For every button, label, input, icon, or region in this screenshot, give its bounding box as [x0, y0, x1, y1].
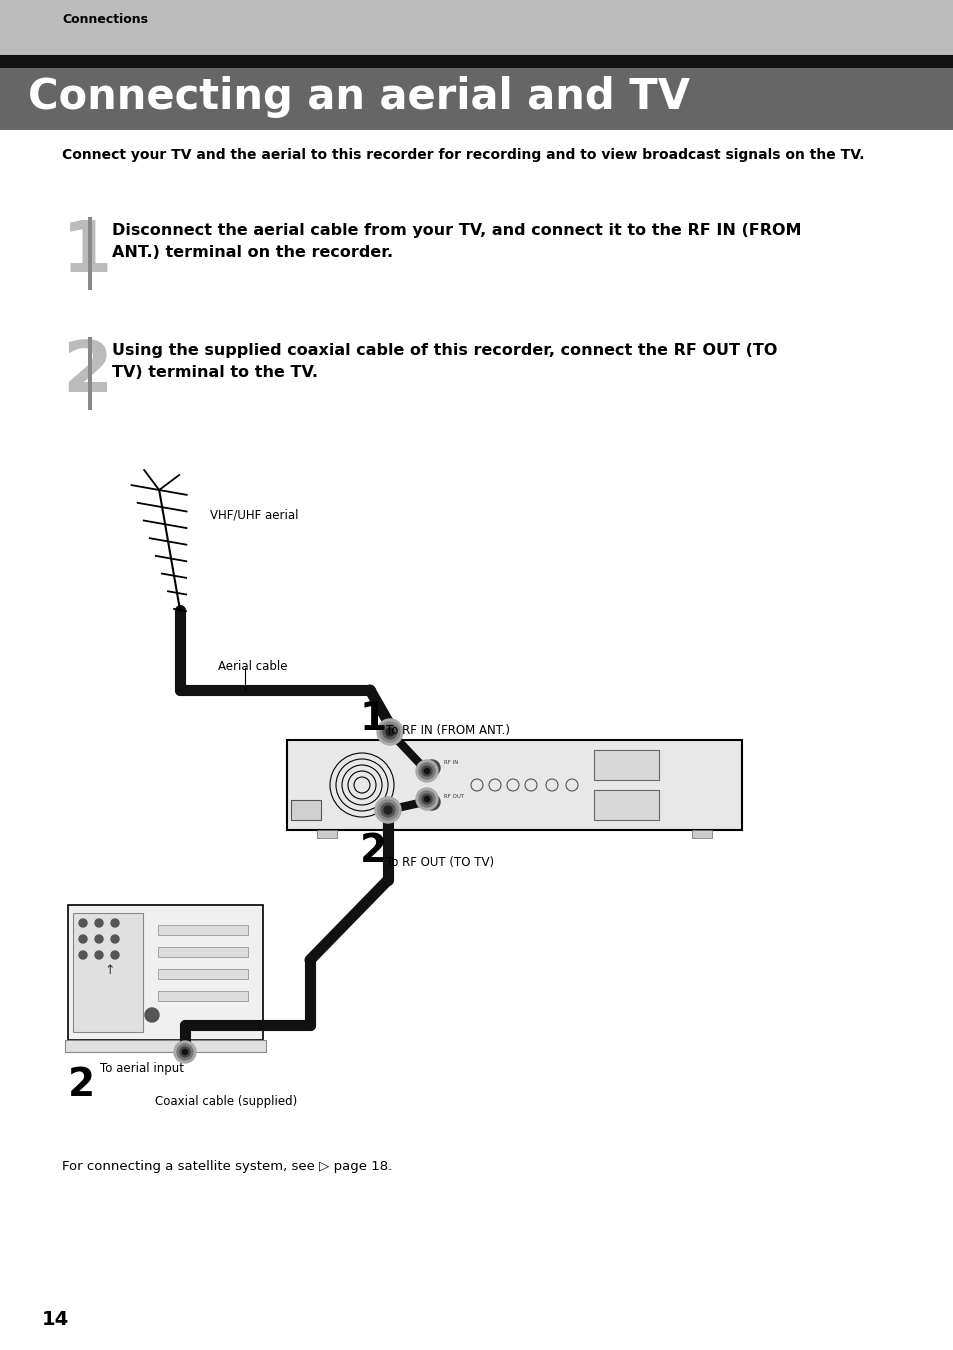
Circle shape — [177, 1044, 193, 1060]
FancyBboxPatch shape — [316, 830, 336, 838]
Text: 14: 14 — [42, 1310, 70, 1328]
FancyBboxPatch shape — [73, 913, 143, 1031]
FancyBboxPatch shape — [0, 0, 953, 55]
Text: RF IN: RF IN — [443, 760, 457, 765]
Text: ↑: ↑ — [105, 964, 115, 976]
Circle shape — [384, 806, 392, 814]
FancyBboxPatch shape — [287, 740, 741, 830]
Circle shape — [375, 796, 400, 824]
Circle shape — [382, 725, 396, 738]
FancyBboxPatch shape — [691, 830, 711, 838]
Circle shape — [424, 796, 429, 802]
Circle shape — [416, 788, 437, 810]
Circle shape — [424, 768, 429, 774]
FancyBboxPatch shape — [0, 55, 953, 68]
Text: Using the supplied coaxial cable of this recorder, connect the RF OUT (TO
TV) te: Using the supplied coaxial cable of this… — [112, 343, 777, 381]
Text: Connections: Connections — [62, 14, 148, 26]
Text: Connecting an aerial and TV: Connecting an aerial and TV — [28, 76, 689, 117]
Circle shape — [111, 936, 119, 944]
FancyBboxPatch shape — [158, 925, 248, 936]
FancyBboxPatch shape — [65, 1040, 266, 1052]
Circle shape — [377, 801, 397, 819]
Circle shape — [111, 950, 119, 958]
Text: RF OUT: RF OUT — [443, 795, 464, 799]
Text: 2: 2 — [359, 832, 387, 869]
Circle shape — [180, 1048, 190, 1057]
Text: 2: 2 — [62, 338, 112, 406]
Circle shape — [95, 936, 103, 944]
Circle shape — [421, 794, 432, 805]
Circle shape — [79, 936, 87, 944]
Text: To RF IN (FROM ANT.): To RF IN (FROM ANT.) — [386, 724, 510, 737]
Circle shape — [79, 950, 87, 958]
FancyBboxPatch shape — [291, 801, 320, 819]
Circle shape — [79, 919, 87, 927]
Circle shape — [423, 794, 439, 810]
FancyBboxPatch shape — [88, 338, 91, 410]
Circle shape — [380, 803, 395, 817]
Circle shape — [421, 765, 432, 776]
FancyBboxPatch shape — [158, 946, 248, 957]
Text: Connect your TV and the aerial to this recorder for recording and to view broadc: Connect your TV and the aerial to this r… — [62, 148, 863, 162]
Circle shape — [376, 720, 402, 745]
Text: To RF OUT (TO TV): To RF OUT (TO TV) — [386, 856, 494, 869]
FancyBboxPatch shape — [88, 217, 91, 290]
Text: 1: 1 — [62, 217, 112, 288]
Circle shape — [95, 919, 103, 927]
Text: For connecting a satellite system, see ▷ page 18.: For connecting a satellite system, see ▷… — [62, 1160, 392, 1173]
Circle shape — [386, 728, 394, 736]
Circle shape — [418, 791, 435, 807]
Circle shape — [379, 722, 399, 742]
Text: 2: 2 — [68, 1066, 95, 1104]
FancyBboxPatch shape — [158, 969, 248, 979]
FancyBboxPatch shape — [158, 991, 248, 1000]
Circle shape — [95, 950, 103, 958]
Text: To aerial input: To aerial input — [100, 1062, 184, 1075]
Text: VHF/UHF aerial: VHF/UHF aerial — [210, 508, 298, 521]
FancyBboxPatch shape — [594, 751, 659, 780]
Text: Coaxial cable (supplied): Coaxial cable (supplied) — [154, 1095, 297, 1108]
Circle shape — [111, 919, 119, 927]
FancyBboxPatch shape — [68, 904, 263, 1040]
Circle shape — [423, 760, 439, 776]
FancyBboxPatch shape — [594, 790, 659, 819]
FancyBboxPatch shape — [0, 68, 953, 130]
Circle shape — [416, 760, 437, 782]
Text: Disconnect the aerial cable from your TV, and connect it to the RF IN (FROM
ANT.: Disconnect the aerial cable from your TV… — [112, 223, 801, 261]
Circle shape — [173, 1041, 195, 1062]
Text: 1: 1 — [359, 701, 387, 738]
Circle shape — [418, 763, 435, 779]
Circle shape — [182, 1049, 188, 1054]
Circle shape — [145, 1008, 159, 1022]
Text: Aerial cable: Aerial cable — [218, 660, 287, 674]
